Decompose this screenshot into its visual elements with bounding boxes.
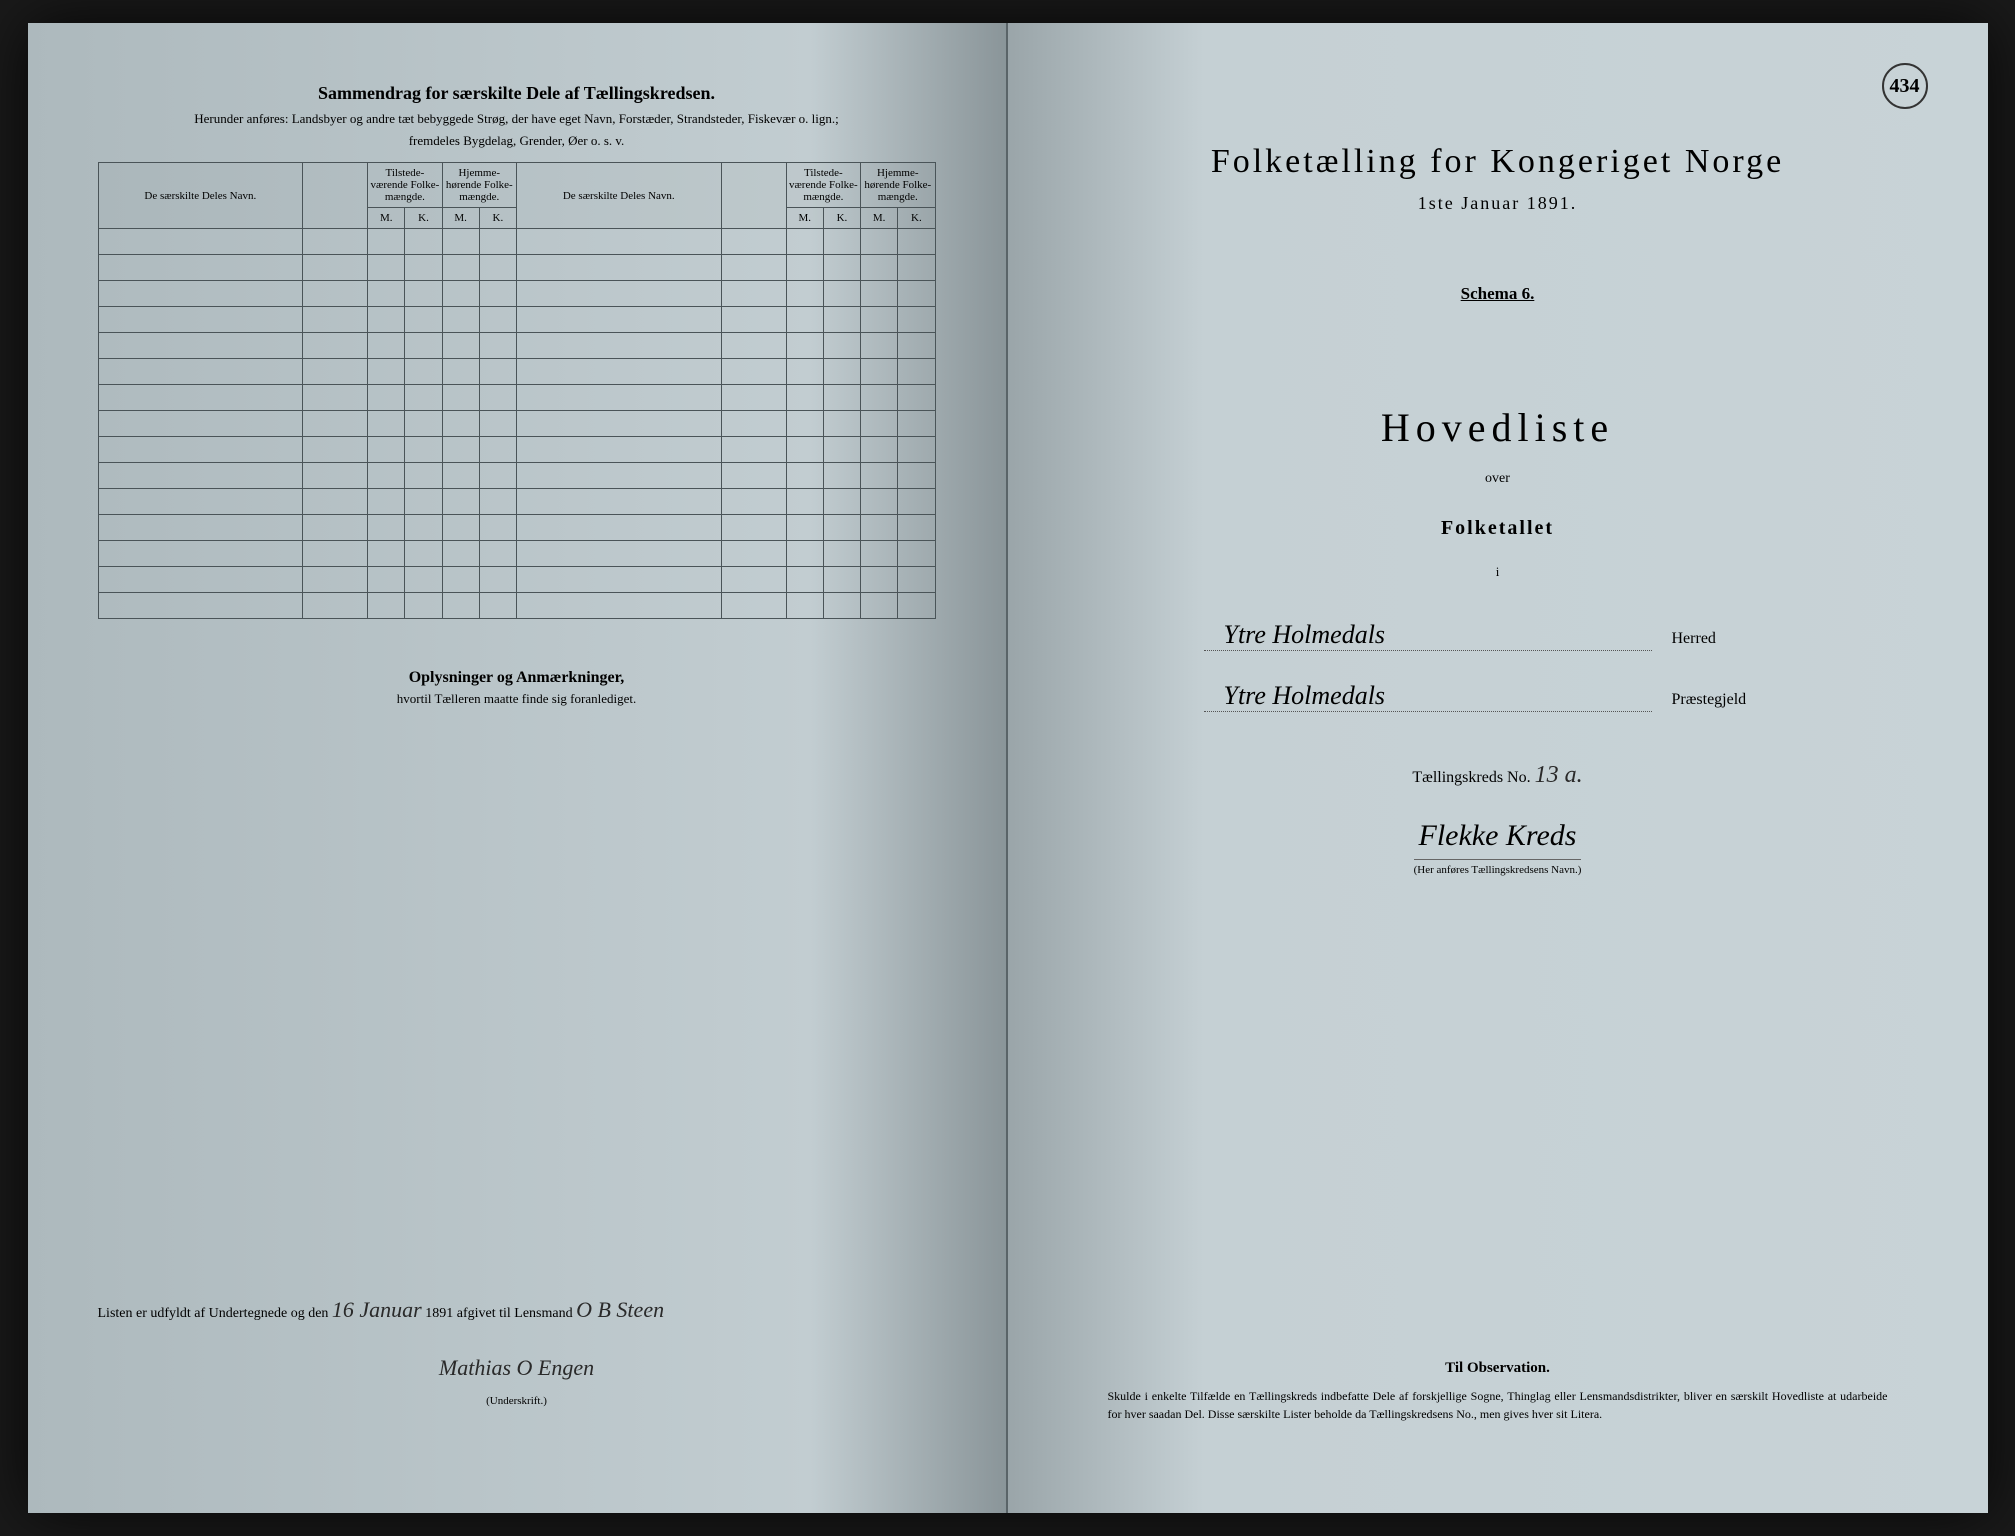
th-k: K. bbox=[479, 208, 516, 229]
table-row bbox=[98, 541, 935, 567]
i-label: i bbox=[1078, 564, 1918, 580]
observation-title: Til Observation. bbox=[1108, 1360, 1888, 1377]
observation-text: Skulde i enkelte Tilfælde en Tællingskre… bbox=[1108, 1387, 1888, 1423]
herred-value: Ytre Holmedals bbox=[1204, 620, 1652, 651]
th-huslisters-2 bbox=[721, 163, 786, 229]
sig-date: 16 Januar bbox=[332, 1297, 422, 1322]
herred-row: Ytre Holmedals Herred bbox=[1204, 620, 1792, 651]
table-row bbox=[98, 359, 935, 385]
table-row bbox=[98, 411, 935, 437]
census-date: 1ste Januar 1891. bbox=[1078, 193, 1918, 214]
table-row bbox=[98, 281, 935, 307]
folketallet-label: Folketallet bbox=[1078, 517, 1918, 540]
table-row bbox=[98, 307, 935, 333]
kreds-number: 13 a. bbox=[1535, 762, 1583, 788]
census-title: Folketælling for Kongeriget Norge bbox=[1078, 143, 1918, 181]
left-sub1: Herunder anføres: Landsbyer og andre tæt… bbox=[98, 110, 936, 128]
praeste-value: Ytre Holmedals bbox=[1204, 681, 1652, 712]
table-row bbox=[98, 229, 935, 255]
left-sub2: fremdeles Bygdelag, Grender, Øer o. s. v… bbox=[98, 132, 936, 150]
left-title: Sammendrag for særskilte Dele af Tælling… bbox=[98, 83, 936, 104]
right-page: 434 Folketælling for Kongeriget Norge 1s… bbox=[1008, 23, 1988, 1513]
kreds-no-row: Tællingskreds No. 13 a. bbox=[1078, 762, 1918, 789]
kreds-label: Tællingskreds No. bbox=[1412, 769, 1530, 786]
table-row bbox=[98, 385, 935, 411]
kreds-note: (Her anføres Tællingskredsens Navn.) bbox=[1414, 859, 1582, 876]
herred-label: Herred bbox=[1652, 630, 1792, 648]
page-number: 434 bbox=[1882, 63, 1928, 109]
oplys-title: Oplysninger og Anmærkninger, bbox=[98, 669, 936, 687]
signature-block: Listen er udfyldt af Undertegnede og den… bbox=[98, 1286, 936, 1413]
th-name-2: De særskilte Deles Navn. bbox=[516, 163, 721, 229]
th-huslisters-1 bbox=[303, 163, 368, 229]
sig-text-a: Listen er udfyldt af Undertegnede og den bbox=[98, 1306, 329, 1321]
praeste-label: Præstegjeld bbox=[1652, 691, 1792, 709]
hovedliste-heading: Hovedliste bbox=[1078, 404, 1918, 451]
th-k: K. bbox=[405, 208, 442, 229]
schema-label: Schema 6. bbox=[1078, 284, 1918, 304]
sig-name-2: Mathias O Engen bbox=[439, 1355, 594, 1380]
sig-text-b: 1891 afgivet til Lensmand bbox=[425, 1306, 572, 1321]
oplys-sub: hvortil Tælleren maatte finde sig foranl… bbox=[98, 691, 936, 707]
census-table: De særskilte Deles Navn. Tilstede-værend… bbox=[98, 162, 936, 619]
th-m: M. bbox=[786, 208, 823, 229]
th-m: M. bbox=[368, 208, 405, 229]
sig-name-1: O B Steen bbox=[576, 1297, 664, 1322]
th-name-1: De særskilte Deles Navn. bbox=[98, 163, 303, 229]
table-row bbox=[98, 489, 935, 515]
observation-block: Til Observation. Skulde i enkelte Tilfæl… bbox=[1108, 1360, 1888, 1423]
oplysninger-section: Oplysninger og Anmærkninger, hvortil Tæl… bbox=[98, 669, 936, 707]
th-hjemme-1: Hjemme-hørende Folke-mængde. bbox=[442, 163, 516, 208]
table-row bbox=[98, 333, 935, 359]
th-m: M. bbox=[861, 208, 898, 229]
th-tilstede-1: Tilstede-værende Folke-mængde. bbox=[368, 163, 442, 208]
left-page: Sammendrag for særskilte Dele af Tælling… bbox=[28, 23, 1008, 1513]
th-k: K. bbox=[823, 208, 860, 229]
table-row bbox=[98, 255, 935, 281]
th-hjemme-2: Hjemme-hørende Folke-mængde. bbox=[861, 163, 935, 208]
table-row bbox=[98, 437, 935, 463]
sig-underskrift-label: (Underskrift.) bbox=[98, 1389, 936, 1413]
table-body bbox=[98, 229, 935, 619]
table-row bbox=[98, 593, 935, 619]
table-row bbox=[98, 515, 935, 541]
th-m: M. bbox=[442, 208, 479, 229]
praestegjeld-row: Ytre Holmedals Præstegjeld bbox=[1204, 681, 1792, 712]
th-tilstede-2: Tilstede-værende Folke-mængde. bbox=[786, 163, 860, 208]
th-k: K. bbox=[898, 208, 935, 229]
form-rows: Ytre Holmedals Herred Ytre Holmedals Præ… bbox=[1204, 620, 1792, 712]
book-spread: Sammendrag for særskilte Dele af Tælling… bbox=[28, 23, 1988, 1513]
over-label: over bbox=[1078, 471, 1918, 487]
table-row bbox=[98, 567, 935, 593]
kreds-name: Flekke Kreds bbox=[1078, 819, 1918, 853]
table-row bbox=[98, 463, 935, 489]
